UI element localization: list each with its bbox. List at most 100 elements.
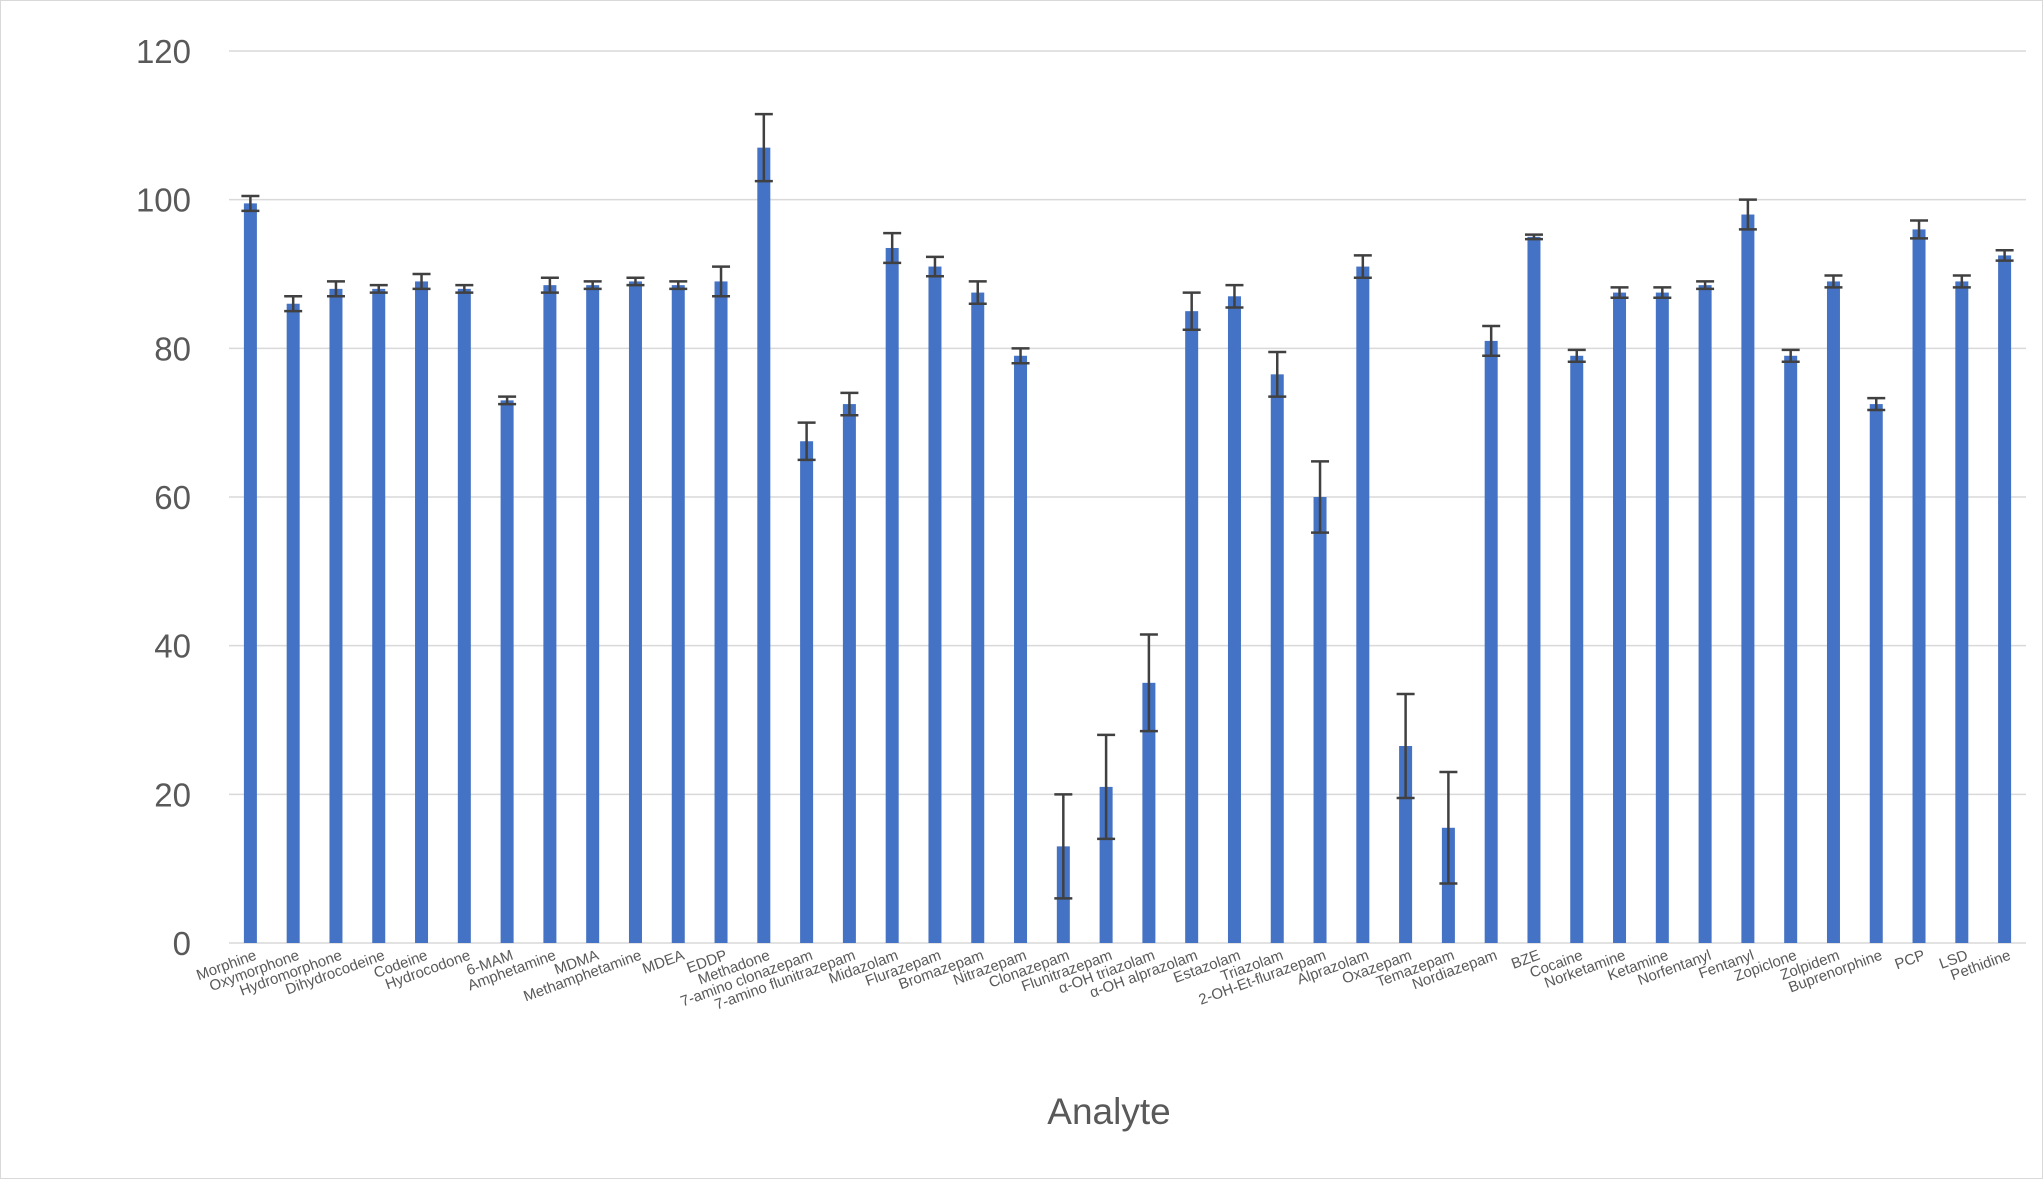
error-bar	[1182, 291, 1201, 331]
bar	[457, 288, 471, 943]
y-tick-label: 20	[154, 776, 191, 813]
bar	[1998, 255, 2012, 943]
error-bar	[712, 265, 731, 298]
bar	[286, 303, 300, 943]
bar	[1570, 355, 1584, 943]
error-bar	[1011, 347, 1030, 365]
bar	[243, 203, 257, 944]
y-axis-ticks: 0 20 40 60 80 100 120	[136, 33, 191, 962]
y-tick-label: 60	[154, 479, 191, 516]
error-bar	[925, 255, 944, 278]
bar	[1613, 292, 1627, 943]
error-bar	[583, 280, 602, 291]
error-bar	[1910, 219, 1929, 240]
error-bar	[1353, 254, 1372, 279]
error-bar	[1867, 396, 1886, 412]
bar	[1484, 340, 1498, 943]
error-bar	[883, 231, 902, 265]
error-bar	[1268, 350, 1287, 398]
y-tick-label: 120	[136, 33, 191, 70]
bar	[885, 247, 899, 943]
error-bar	[1696, 280, 1715, 291]
bar	[372, 288, 386, 943]
error-bar	[241, 194, 260, 213]
bar	[757, 147, 771, 944]
error-bar	[1524, 233, 1543, 241]
bar	[1099, 786, 1113, 943]
error-bar	[1567, 348, 1586, 363]
x-tick-label: MDEA	[640, 947, 687, 978]
error-bar	[1482, 324, 1501, 358]
bar	[329, 288, 343, 943]
bar	[1227, 296, 1241, 943]
error-bar	[412, 272, 431, 291]
bar	[628, 281, 642, 943]
bar	[1698, 285, 1712, 943]
error-bar	[1439, 770, 1458, 885]
bar	[586, 285, 600, 943]
error-bars	[241, 112, 2014, 900]
bar	[1784, 355, 1798, 943]
bar	[1912, 229, 1926, 943]
x-axis-title: Analyte	[1047, 1091, 1170, 1132]
error-bar	[626, 276, 645, 287]
error-bar	[1738, 198, 1757, 231]
bar	[1142, 682, 1156, 943]
y-tick-label: 80	[154, 330, 191, 367]
bar	[842, 404, 856, 943]
error-bar	[540, 276, 559, 294]
error-bar	[326, 280, 345, 298]
error-bar	[1781, 348, 1800, 363]
error-bar	[1995, 248, 2014, 262]
error-bar	[1225, 283, 1244, 309]
bar	[1955, 281, 1969, 943]
x-axis-ticks: MorphineOxymorphoneHydromorphoneDihydroc…	[194, 947, 2013, 1014]
error-bar	[840, 391, 859, 417]
bar	[800, 441, 814, 943]
error-bar	[1653, 286, 1672, 300]
bar	[415, 281, 429, 943]
bar	[1185, 311, 1199, 944]
error-bar	[1952, 274, 1971, 289]
error-bar	[968, 280, 987, 305]
error-bar	[669, 280, 688, 291]
error-bar	[1311, 460, 1330, 534]
bar	[1356, 266, 1370, 944]
error-bar	[369, 283, 388, 294]
bar	[1270, 374, 1284, 944]
error-bar	[1396, 692, 1415, 800]
bar	[671, 285, 685, 943]
bar	[971, 292, 985, 943]
error-bar	[1097, 733, 1116, 841]
x-tick-label: PCP	[1893, 947, 1928, 974]
error-bar	[1610, 286, 1629, 300]
bar	[1399, 746, 1413, 943]
bar	[714, 281, 728, 943]
error-bar	[754, 112, 773, 183]
bar	[1655, 292, 1669, 943]
bars	[243, 147, 2012, 944]
gridlines	[229, 50, 2026, 944]
bar	[1014, 355, 1028, 943]
bar	[928, 266, 942, 944]
bar	[1869, 404, 1883, 943]
y-tick-label: 100	[136, 182, 191, 219]
y-tick-label: 0	[173, 925, 191, 962]
bar	[1741, 214, 1755, 944]
bar	[1313, 497, 1327, 943]
bar	[1527, 236, 1541, 944]
bar	[500, 400, 514, 943]
error-bar	[797, 421, 816, 462]
bar	[1441, 827, 1455, 943]
error-bar	[455, 283, 474, 294]
error-bar	[498, 395, 517, 406]
error-bar	[1139, 633, 1158, 733]
y-tick-label: 40	[154, 628, 191, 665]
error-bar	[284, 295, 303, 313]
error-bar	[1824, 274, 1843, 289]
bar	[543, 285, 557, 943]
bar	[1826, 281, 1840, 943]
error-bar	[1054, 793, 1073, 900]
